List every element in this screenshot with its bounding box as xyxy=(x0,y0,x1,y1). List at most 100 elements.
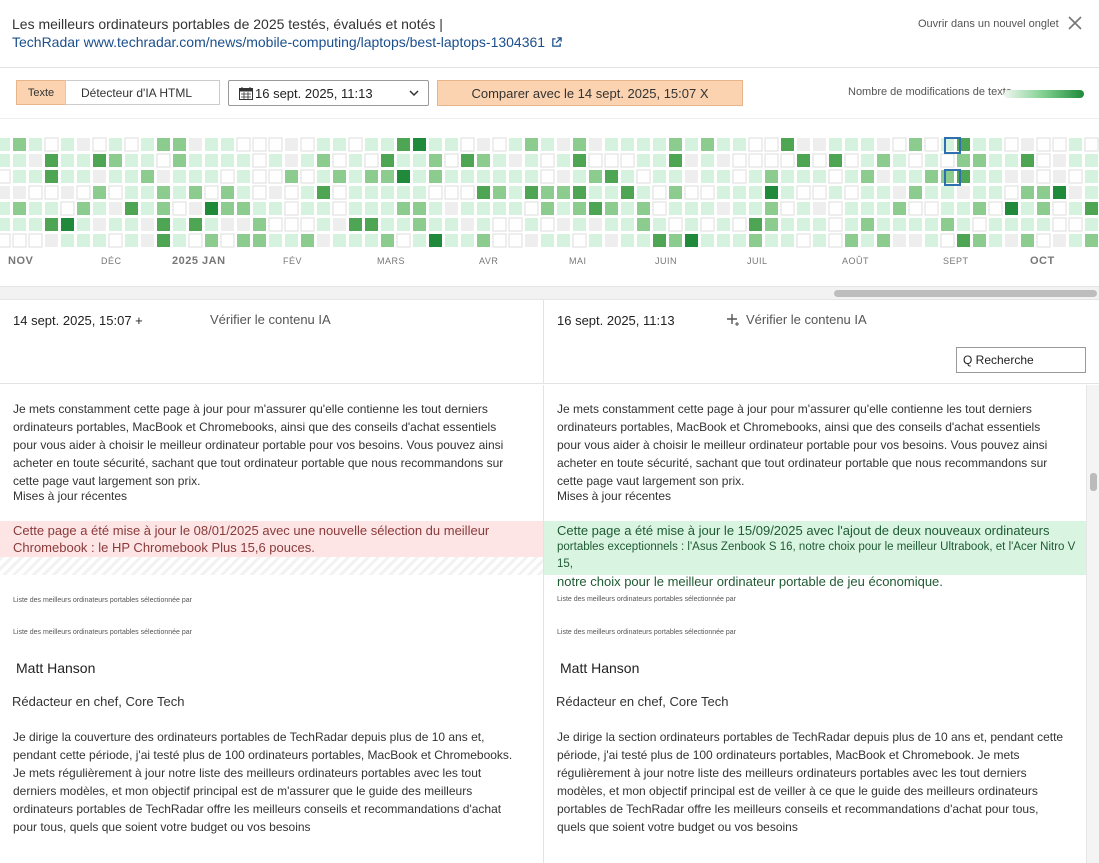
calendar-day-cell[interactable] xyxy=(0,169,11,184)
calendar-day-cell[interactable] xyxy=(125,234,138,247)
calendar-day-cell[interactable] xyxy=(77,138,90,151)
calendar-day-cell[interactable] xyxy=(29,138,42,151)
calendar-day-cell[interactable] xyxy=(829,154,842,167)
calendar-day-cell[interactable] xyxy=(829,186,842,199)
calendar-day-cell[interactable] xyxy=(236,137,251,152)
calendar-day-cell[interactable] xyxy=(477,234,490,247)
calendar-day-cell[interactable] xyxy=(861,170,874,183)
calendar-day-cell[interactable] xyxy=(685,218,698,231)
calendar-day-cell[interactable] xyxy=(1068,169,1083,184)
calendar-day-cell[interactable] xyxy=(781,170,794,183)
calendar-day-cell[interactable] xyxy=(269,154,282,167)
external-link-icon[interactable] xyxy=(551,36,562,48)
calendar-day-cell[interactable] xyxy=(0,154,10,167)
calendar-day-cell[interactable] xyxy=(973,138,986,151)
calendar-day-cell[interactable] xyxy=(268,217,283,232)
calendar-day-cell[interactable] xyxy=(157,218,170,231)
calendar-day-cell[interactable] xyxy=(13,154,26,167)
calendar-day-cell[interactable] xyxy=(1052,201,1067,216)
calendar-day-cell[interactable] xyxy=(589,186,602,199)
calendar-day-cell[interactable] xyxy=(285,234,298,247)
calendar-day-cell[interactable] xyxy=(1021,234,1034,247)
calendar-day-cell[interactable] xyxy=(445,138,458,151)
calendar-day-cell[interactable] xyxy=(381,170,394,183)
calendar-day-cell[interactable] xyxy=(749,186,762,199)
calendar-day-cell[interactable] xyxy=(732,217,747,232)
calendar-day-cell[interactable] xyxy=(828,233,843,248)
calendar-day-cell[interactable] xyxy=(493,186,506,199)
calendar-day-cell[interactable] xyxy=(397,170,410,183)
calendar-day-cell[interactable] xyxy=(861,234,874,247)
calendar-day-cell[interactable] xyxy=(109,218,122,231)
calendar-day-cell[interactable] xyxy=(637,218,650,231)
calendar-day-cell[interactable] xyxy=(444,185,459,200)
calendar-day-cell[interactable] xyxy=(157,170,170,183)
calendar-day-cell[interactable] xyxy=(797,218,810,231)
calendar-day-cell[interactable] xyxy=(717,202,730,215)
calendar-day-cell[interactable] xyxy=(189,186,202,199)
calendar-day-cell[interactable] xyxy=(861,138,874,151)
calendar-day-cell[interactable] xyxy=(557,202,570,215)
calendar-day-cell[interactable] xyxy=(1068,217,1083,232)
calendar-day-cell[interactable] xyxy=(557,170,570,183)
calendar-day-cell[interactable] xyxy=(28,233,43,248)
calendar-day-cell[interactable] xyxy=(0,202,10,215)
calendar-day-cell[interactable] xyxy=(669,170,682,183)
calendar-day-cell[interactable] xyxy=(957,154,970,167)
calendar-day-cell[interactable] xyxy=(781,234,794,247)
calendar-day-cell[interactable] xyxy=(237,234,250,247)
calendar-day-cell[interactable] xyxy=(941,170,954,183)
calendar-day-cell[interactable] xyxy=(637,186,650,199)
calendar-day-cell[interactable] xyxy=(93,170,106,183)
calendar-day-cell[interactable] xyxy=(781,138,794,151)
calendar-day-cell[interactable] xyxy=(461,234,474,247)
calendar-day-cell[interactable] xyxy=(701,154,714,167)
calendar-day-cell[interactable] xyxy=(877,202,890,215)
calendar-day-cell[interactable] xyxy=(1037,186,1050,199)
calendar-day-cell[interactable] xyxy=(77,154,90,167)
calendar-day-cell[interactable] xyxy=(892,137,907,152)
calendar-day-cell[interactable] xyxy=(652,201,667,216)
calendar-day-cell[interactable] xyxy=(445,202,458,215)
calendar-day-cell[interactable] xyxy=(492,137,507,152)
calendar-day-cell[interactable] xyxy=(349,218,362,231)
calendar-day-cell[interactable] xyxy=(653,170,666,183)
calendar-day-cell[interactable] xyxy=(1069,202,1082,215)
calendar-day-cell[interactable] xyxy=(156,153,171,168)
calendar-day-cell[interactable] xyxy=(205,218,218,231)
calendar-day-cell[interactable] xyxy=(237,218,250,231)
calendar-day-cell[interactable] xyxy=(45,234,58,247)
calendar-day-cell[interactable] xyxy=(429,234,442,247)
calendar-day-cell[interactable] xyxy=(1053,170,1066,183)
calendar-day-cell[interactable] xyxy=(924,137,939,152)
calendar-day-cell[interactable] xyxy=(252,137,267,152)
calendar-day-cell[interactable] xyxy=(284,185,299,200)
calendar-day-cell[interactable] xyxy=(237,170,250,183)
vertical-scrollbar-thumb[interactable] xyxy=(1090,473,1097,491)
calendar-day-cell[interactable] xyxy=(381,234,394,247)
calendar-day-cell[interactable] xyxy=(509,154,522,167)
calendar-day-cell[interactable] xyxy=(268,137,283,152)
calendar-day-cell[interactable] xyxy=(828,169,843,184)
calendar-day-cell[interactable] xyxy=(573,138,586,151)
calendar-day-cell[interactable] xyxy=(381,202,394,215)
calendar-day-cell[interactable] xyxy=(668,217,683,232)
calendar-day-cell[interactable] xyxy=(925,218,938,231)
calendar-day-cell[interactable] xyxy=(253,202,266,215)
calendar-day-cell[interactable] xyxy=(252,153,267,168)
calendar-day-cell[interactable] xyxy=(301,186,314,199)
calendar-day-cell[interactable] xyxy=(989,218,1002,231)
calendar-day-cell[interactable] xyxy=(797,202,810,215)
calendar-day-cell[interactable] xyxy=(429,202,442,215)
calendar-day-cell[interactable] xyxy=(477,170,490,183)
calendar-day-cell[interactable] xyxy=(733,234,746,247)
calendar-day-cell[interactable] xyxy=(92,137,107,152)
calendar-day-cell[interactable] xyxy=(61,186,74,199)
calendar-day-cell[interactable] xyxy=(125,218,138,231)
calendar-day-cell[interactable] xyxy=(477,202,490,215)
calendar-day-cell[interactable] xyxy=(1037,202,1050,215)
calendar-day-cell[interactable] xyxy=(941,218,954,231)
calendar-day-cell[interactable] xyxy=(508,233,523,248)
calendar-day-cell[interactable] xyxy=(45,154,58,167)
calendar-day-cell[interactable] xyxy=(141,154,154,167)
